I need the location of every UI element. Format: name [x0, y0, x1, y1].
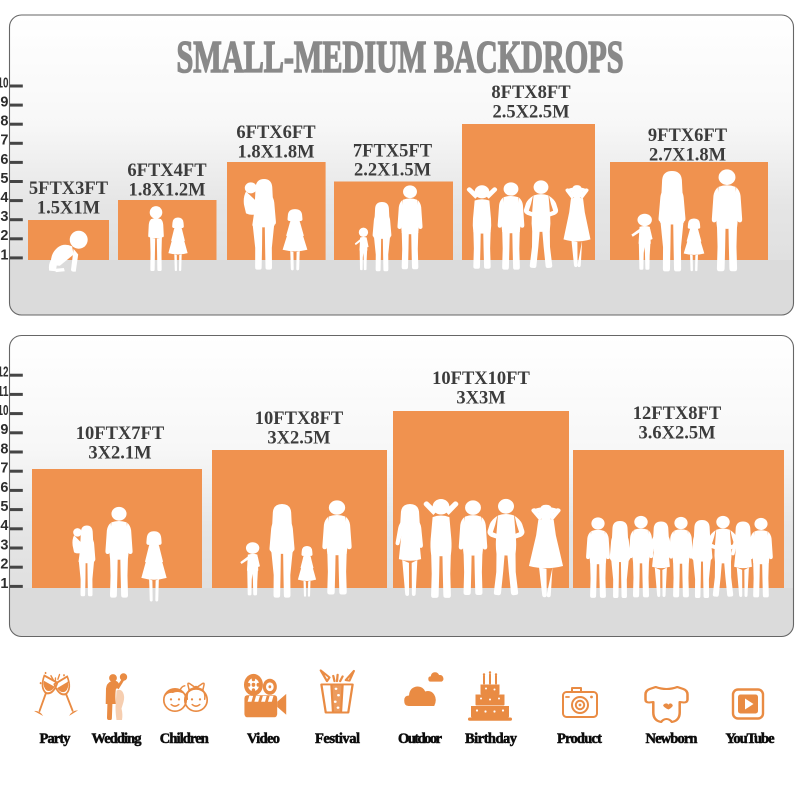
svg-text:2.7X1.8M: 2.7X1.8M [649, 146, 726, 166]
svg-text:6: 6 [0, 152, 8, 168]
svg-text:10: 10 [0, 403, 9, 419]
svg-text:4: 4 [0, 190, 8, 206]
svg-text:3X2.5M: 3X2.5M [267, 429, 330, 449]
svg-text:7: 7 [0, 133, 8, 149]
svg-text:10FTX7FT: 10FTX7FT [76, 424, 165, 444]
svg-text:2: 2 [0, 228, 8, 244]
svg-text:10FTX8FT: 10FTX8FT [255, 409, 344, 429]
svg-text:6FTX6FT: 6FTX6FT [236, 123, 316, 143]
svg-text:7FTX5FT: 7FTX5FT [353, 142, 433, 162]
svg-text:3.6X2.5M: 3.6X2.5M [638, 424, 715, 444]
svg-text:1.8X1.8M: 1.8X1.8M [237, 143, 314, 163]
svg-text:5: 5 [0, 499, 8, 515]
svg-text:12FTX8FT: 12FTX8FT [633, 404, 722, 424]
svg-text:10: 10 [0, 75, 9, 91]
svg-text:YouTube: YouTube [726, 731, 776, 747]
svg-text:2: 2 [0, 557, 8, 573]
svg-text:SMALL-MEDIUM BACKDROPS: SMALL-MEDIUM BACKDROPS [177, 31, 624, 82]
svg-text:Video: Video [247, 731, 280, 747]
svg-text:8: 8 [0, 441, 8, 457]
svg-text:3X3M: 3X3M [456, 389, 505, 409]
svg-text:2.5X2.5M: 2.5X2.5M [492, 103, 569, 123]
svg-text:Wedding: Wedding [92, 731, 143, 747]
svg-text:7: 7 [0, 461, 8, 477]
svg-text:Party: Party [40, 731, 72, 747]
svg-text:9: 9 [0, 422, 8, 438]
svg-text:8FTX8FT: 8FTX8FT [491, 83, 571, 103]
svg-text:9: 9 [0, 95, 8, 111]
svg-text:9FTX6FT: 9FTX6FT [648, 126, 728, 146]
svg-text:6FTX4FT: 6FTX4FT [127, 161, 207, 181]
svg-text:Product: Product [557, 731, 602, 747]
svg-text:1.8X1.2M: 1.8X1.2M [128, 181, 205, 201]
svg-text:3: 3 [0, 209, 8, 225]
svg-text:8: 8 [0, 114, 8, 130]
svg-text:5FTX3FT: 5FTX3FT [29, 179, 109, 199]
svg-text:4: 4 [0, 518, 8, 534]
svg-text:1: 1 [0, 576, 8, 592]
svg-text:Outdoor: Outdoor [398, 731, 443, 747]
svg-text:12: 12 [0, 365, 9, 381]
svg-text:Newborn: Newborn [646, 731, 698, 747]
svg-text:3: 3 [0, 537, 8, 553]
svg-text:1: 1 [0, 247, 8, 263]
svg-text:3X2.1M: 3X2.1M [88, 444, 151, 464]
svg-text:Children: Children [160, 731, 209, 747]
svg-text:Festival: Festival [315, 731, 360, 747]
svg-text:1.5X1M: 1.5X1M [37, 199, 100, 219]
svg-text:10FTX10FT: 10FTX10FT [432, 369, 530, 389]
svg-text:6: 6 [0, 480, 8, 496]
svg-text:2.2X1.5M: 2.2X1.5M [354, 161, 431, 181]
svg-text:11: 11 [0, 384, 9, 400]
svg-text:5: 5 [0, 171, 8, 187]
svg-text:Birthday: Birthday [465, 731, 518, 747]
